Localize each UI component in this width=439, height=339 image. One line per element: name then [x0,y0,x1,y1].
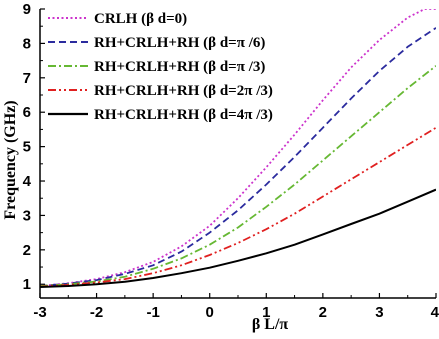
legend: CRLH (β d=0) RH+CRLH+RH (β d=π /6) RH+CRLH… [48,11,273,123]
series-lines [40,9,436,288]
y-tick-label: 8 [23,35,31,52]
series-line-1 [40,9,436,287]
x-tick-label: -3 [33,304,46,321]
y-tick-label: 1 [23,276,31,293]
y-tick-label: 5 [23,139,31,156]
axes: -3 -2 -1 0 1 2 3 4 1 2 3 4 5 6 7 8 9 [23,1,439,321]
x-axis-title: β L/π [252,316,289,333]
x-tick-label: 1 [262,304,270,321]
y-tick-label: 3 [23,207,31,224]
legend-label-5: RH+CRLH+RH (β d=4π /3) [94,107,273,123]
y-tick-label: 7 [23,70,31,87]
x-tick-label: -2 [90,304,103,321]
series-line-4 [40,126,436,288]
y-tick-label: 2 [23,242,31,259]
legend-label-3: RH+CRLH+RH (β d=π /3) [94,59,265,75]
legend-label-4: RH+CRLH+RH (β d=2π /3) [94,83,273,99]
x-tick-label: 2 [319,304,327,321]
y-tick-label: 4 [23,173,32,190]
x-tick-label: 0 [206,304,214,321]
y-axis-title: Frequency (GHz) [2,100,19,219]
legend-label-2: RH+CRLH+RH (β d=π /6) [94,35,265,51]
legend-label-1: CRLH (β d=0) [94,11,187,27]
series-line-5 [40,188,436,288]
x-tick-label: 3 [375,304,383,321]
x-tick-label: 4 [431,304,439,321]
series-line-2 [40,27,436,287]
x-tick-label: -1 [146,304,159,321]
y-tick-label: 6 [23,104,31,121]
series-line-3 [40,65,436,287]
y-tick-label: 9 [23,1,31,18]
